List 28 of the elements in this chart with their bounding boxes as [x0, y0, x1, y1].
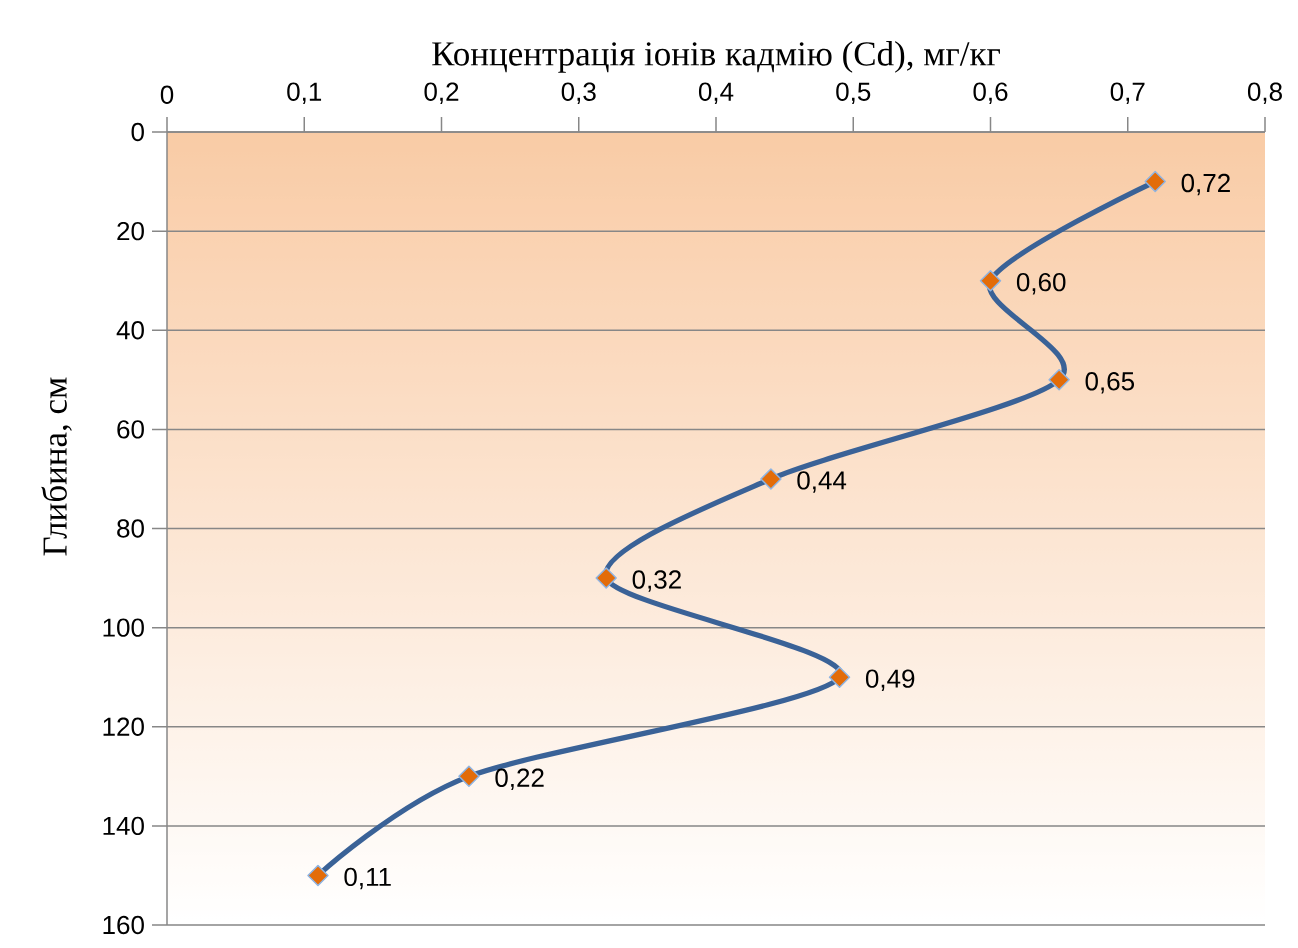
- x-tick-label: 0,6: [973, 82, 1008, 104]
- data-label: 0,65: [1085, 372, 1135, 394]
- x-tick-label: 0: [160, 85, 174, 104]
- data-label: 0,11: [344, 867, 391, 890]
- y-tick-label: 20: [117, 221, 144, 241]
- y-axis-title: Глибина, см: [41, 377, 72, 556]
- y-tick-label: 160: [103, 915, 144, 935]
- x-tick-label: 0,4: [698, 82, 734, 104]
- y-tick-label: 80: [117, 519, 144, 538]
- x-tick-label: 0,1: [287, 82, 322, 104]
- y-tick-label: 60: [117, 420, 144, 439]
- y-tick-label: 140: [103, 816, 144, 836]
- x-tick-label: 0,7: [1110, 82, 1145, 104]
- y-tick-label: 120: [103, 717, 144, 736]
- data-label: 0,72: [1181, 173, 1230, 196]
- x-axis-title: Концентрація іонів кадмію (Cd), мг/кг: [432, 41, 1000, 73]
- data-label: 0,49: [865, 669, 915, 691]
- x-tick-label: 0,5: [836, 82, 871, 104]
- x-tick-label: 0,2: [424, 82, 459, 104]
- x-tick-label: 0,3: [561, 82, 596, 104]
- y-tick-label: 100: [103, 618, 144, 637]
- data-label: 0,44: [797, 471, 847, 493]
- data-label: 0,22: [495, 768, 544, 791]
- x-tick-label: 0,8: [1247, 82, 1282, 104]
- data-label: 0,32: [632, 570, 681, 592]
- y-tick-label: 40: [116, 321, 144, 340]
- y-tick-label: 0: [131, 122, 144, 142]
- data-label: 0,60: [1016, 272, 1066, 295]
